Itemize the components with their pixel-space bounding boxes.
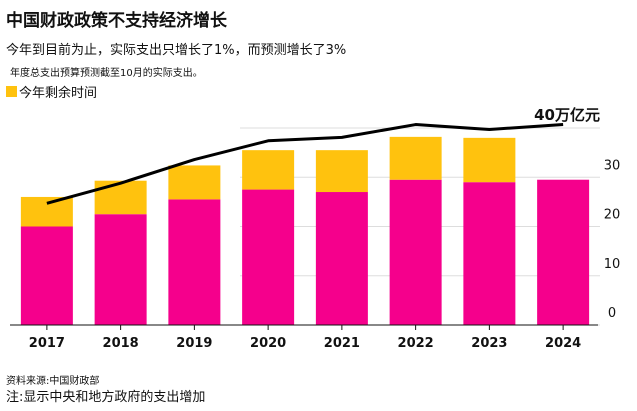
- legend-label-remaining: 今年剩余时间: [19, 86, 98, 101]
- y-tick-label: 30: [604, 158, 621, 173]
- bar-remaining: [94, 180, 147, 215]
- y-top-unit-label: 40万亿元: [534, 106, 600, 124]
- chart-note: 年度总支出预算预测截至10月的实际支出。: [10, 68, 203, 79]
- legend: 今年剩余时间: [6, 82, 97, 101]
- x-tick-label: 2019: [176, 336, 212, 351]
- x-tick-label: 2018: [103, 336, 139, 351]
- bar-actual: [20, 226, 73, 325]
- chart-subtitle: 今年到目前为止，实际支出只增长了1%，而预测增长了3%: [6, 43, 347, 58]
- chart-title: 中国财政政策不支持经济增长: [6, 11, 227, 31]
- bar-remaining: [168, 165, 221, 200]
- footnote-text: 注:显示中央和地方政府的支出增加: [6, 390, 206, 405]
- bar-remaining: [242, 150, 295, 190]
- x-tick-label: 2024: [545, 336, 581, 351]
- bar-remaining: [315, 150, 368, 193]
- x-tick-label: 2017: [29, 336, 65, 351]
- bar-remaining: [20, 196, 73, 227]
- bar-actual: [315, 192, 368, 325]
- bar-actual: [242, 189, 295, 325]
- bar-actual: [537, 179, 590, 325]
- bar-actual: [463, 182, 516, 325]
- bar-remaining: [463, 137, 516, 183]
- bar-actual: [168, 199, 221, 325]
- x-tick-label: 2020: [250, 336, 286, 351]
- line-series: [46, 123, 564, 205]
- y-tick-label: 10: [604, 257, 621, 272]
- bar-remaining: [389, 136, 442, 180]
- source-text: 资料来源:中国财政部: [6, 376, 100, 387]
- y-tick-label: 0: [608, 306, 616, 321]
- bar-actual: [94, 214, 147, 325]
- x-tick-label: 2023: [471, 336, 507, 351]
- legend-swatch-remaining: [6, 86, 17, 97]
- x-tick-label: 2021: [324, 336, 360, 351]
- bar-actual: [389, 179, 442, 325]
- x-tick-label: 2022: [398, 336, 434, 351]
- y-tick-label: 20: [604, 208, 621, 223]
